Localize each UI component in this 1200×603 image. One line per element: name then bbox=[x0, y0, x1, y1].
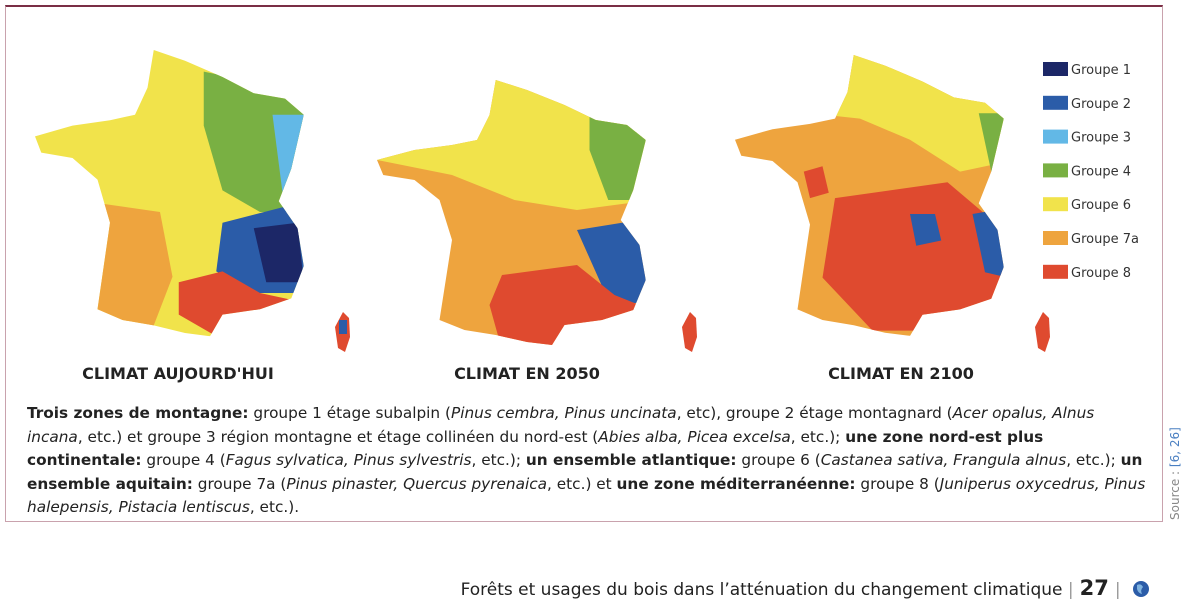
map-caption: CLIMAT EN 2100 bbox=[828, 364, 974, 383]
legend-swatch bbox=[1043, 163, 1068, 178]
text-run: Juniperus oxycedrus, Pinus halepensis, P… bbox=[27, 474, 1146, 517]
legend-label: Groupe 8 bbox=[1071, 266, 1131, 281]
legend-label: Groupe 1 bbox=[1071, 63, 1131, 78]
map-2100 bbox=[735, 55, 1004, 336]
map-today bbox=[35, 50, 304, 337]
text-run: , etc.); bbox=[790, 427, 846, 446]
legend-swatch bbox=[1043, 95, 1068, 110]
legend-label: Groupe 3 bbox=[1071, 131, 1131, 146]
text-run: , etc.); bbox=[471, 451, 526, 469]
text-run: , etc.) et groupe 3 région montagne et é… bbox=[77, 427, 599, 446]
source: Source : [6, 26] bbox=[1168, 427, 1182, 520]
globe-icon bbox=[1133, 581, 1149, 597]
legend-label: Groupe 6 bbox=[1071, 198, 1131, 213]
text-run: groupe 4 ( bbox=[141, 451, 226, 469]
text-run: une zone méditerranéenne: bbox=[616, 474, 856, 493]
corsica bbox=[1035, 312, 1050, 352]
legend-swatch bbox=[1043, 231, 1068, 245]
map-2050 bbox=[377, 80, 646, 345]
text-run: groupe 7a ( bbox=[192, 474, 287, 493]
caption-paragraph: Trois zones de montagne: groupe 1 étage … bbox=[27, 402, 1152, 520]
source-label: Source : bbox=[1168, 470, 1182, 520]
maps: Groupe 1 Groupe 2 Groupe 3 Groupe 4 Groupe 6… bbox=[35, 50, 1139, 383]
text-run: groupe 6 ( bbox=[736, 451, 821, 469]
text-run: un ensemble atlantique: bbox=[525, 451, 737, 469]
source-refs: [6, 26] bbox=[1168, 427, 1182, 468]
legend-swatch bbox=[1043, 62, 1068, 76]
text-run: Trois zones de montagne: bbox=[27, 404, 249, 422]
map-caption: CLIMAT EN 2050 bbox=[454, 364, 600, 383]
text-run: , etc.); bbox=[1066, 451, 1121, 469]
figure-frame bbox=[5, 5, 1163, 522]
map-caption: CLIMAT AUJOURD'HUI bbox=[82, 364, 274, 383]
text-run: groupe 1 étage subalpin ( bbox=[248, 404, 451, 422]
legend-swatch bbox=[1043, 129, 1068, 144]
text-run: Acer opalus, Alnus incana bbox=[27, 404, 1095, 446]
text-run: Pinus cembra, Pinus uncinata bbox=[450, 404, 677, 422]
corsica bbox=[682, 312, 697, 352]
footer-title: Forêts et usages du bois dans l’atténuat… bbox=[460, 580, 1063, 600]
text-run: Castanea sativa, Frangula alnus bbox=[820, 451, 1067, 469]
text-run: , etc.). bbox=[249, 498, 300, 516]
text-run: , etc.) et bbox=[547, 474, 617, 493]
legend: Groupe 1 Groupe 2 Groupe 3 Groupe 4 Groupe 6… bbox=[1043, 62, 1139, 281]
text-run: Fagus sylvatica, Pinus sylvestris bbox=[225, 451, 472, 469]
footer: Forêts et usages du bois dans l’atténuat… bbox=[461, 576, 1150, 600]
text-run: , etc), groupe 2 étage montagnard ( bbox=[676, 404, 953, 422]
text-run: un ensemble aquitain: bbox=[27, 451, 1143, 493]
corsica bbox=[335, 312, 350, 352]
text-run: Pinus pinaster, Quercus pyrenaica bbox=[286, 474, 548, 493]
captions: CLIMAT AUJOURD'HUI CLIMAT EN 2050 CLIMAT E… bbox=[82, 364, 974, 383]
legend-label: Groupe 7a bbox=[1071, 232, 1139, 247]
text-run: groupe 8 ( bbox=[855, 474, 940, 493]
legend-label: Groupe 2 bbox=[1071, 97, 1131, 112]
legend-swatch bbox=[1043, 197, 1068, 212]
page-number: 27 bbox=[1079, 576, 1109, 600]
legend-swatch bbox=[1043, 264, 1068, 279]
legend-label: Groupe 4 bbox=[1071, 164, 1131, 179]
text-run: Abies alba, Picea excelsa bbox=[598, 427, 791, 446]
text-run: une zone nord-est plus continentale: bbox=[27, 427, 1044, 470]
